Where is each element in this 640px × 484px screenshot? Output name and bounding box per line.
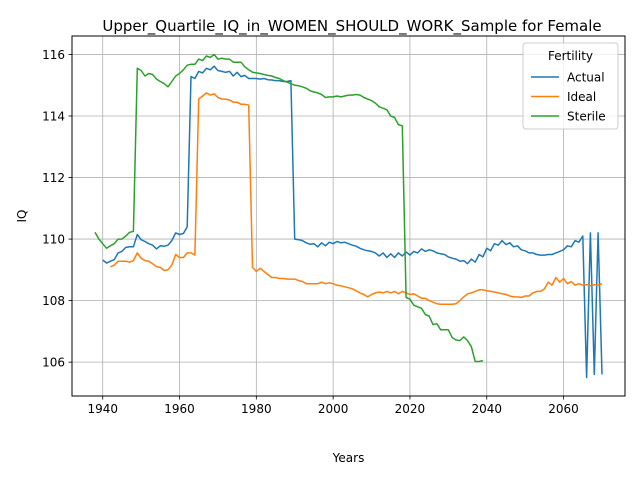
series-line-sterile	[94, 53, 484, 363]
x-tick-label: 2040	[471, 402, 502, 416]
x-axis-ticks: 1940 1960 1980 2000 2020 2040 2060	[87, 396, 579, 416]
legend-box	[522, 42, 619, 130]
x-tick-label: 1960	[164, 402, 195, 416]
y-tick-label: 116	[42, 48, 65, 62]
legend-title: Fertility	[548, 49, 593, 63]
legend: Fertility Actual Ideal Sterile	[522, 42, 619, 130]
x-tick-label: 1980	[241, 402, 272, 416]
chart-title: Upper_Quartile_IQ_in_WOMEN_SHOULD_WORK_S…	[102, 17, 601, 36]
x-tick-label: 1940	[87, 402, 118, 416]
legend-entries: Actual Ideal Sterile	[531, 71, 606, 124]
series-lines	[94, 53, 603, 379]
y-tick-label: 114	[42, 110, 65, 124]
x-tick-label: 2060	[548, 402, 579, 416]
legend-label-actual: Actual	[567, 71, 605, 85]
y-tick-label: 108	[42, 294, 65, 308]
x-tick-label: 2020	[395, 402, 426, 416]
y-tick-label: 106	[42, 356, 65, 370]
series-line-ideal	[110, 92, 603, 306]
y-tick-label: 110	[42, 233, 65, 247]
x-axis-label: Years	[332, 451, 365, 465]
plot-frame	[71, 35, 626, 397]
y-axis-label: IQ	[15, 210, 29, 223]
legend-label-sterile: Sterile	[567, 110, 606, 124]
y-axis-ticks: 106 108 110 112 114 116	[42, 48, 72, 370]
legend-label-ideal: Ideal	[567, 90, 596, 104]
y-tick-label: 112	[42, 171, 65, 185]
series-line-actual	[102, 65, 603, 379]
x-tick-label: 2000	[318, 402, 349, 416]
